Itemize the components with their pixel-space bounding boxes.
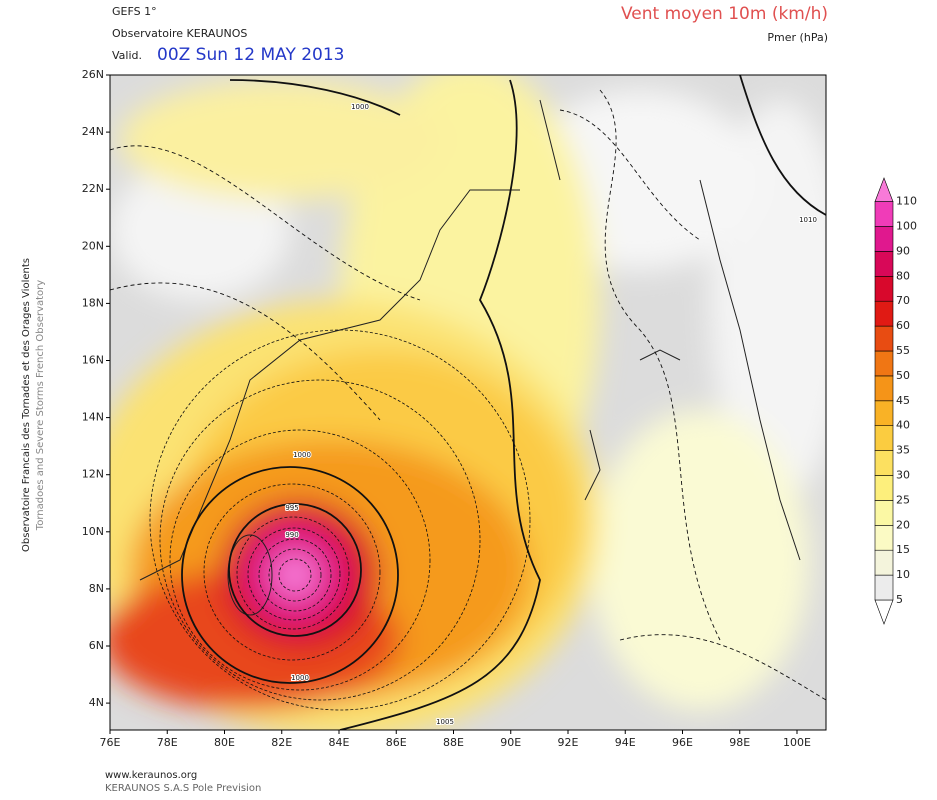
valid-label: Valid. [112, 49, 142, 62]
lat-label: 12N [82, 468, 104, 481]
lon-label: 90E [500, 736, 521, 749]
isobar-label: 1000 [351, 103, 369, 111]
lat-label: 14N [82, 411, 104, 424]
colorbar-label: 50 [896, 369, 910, 382]
colorbar-segment [874, 325, 894, 352]
colorbar-label: 110 [896, 195, 917, 208]
colorbar-label: 5 [896, 593, 903, 606]
colorbar-segment [874, 375, 894, 402]
lon-label: 78E [157, 736, 178, 749]
lon-label: 80E [214, 736, 235, 749]
lat-label: 22N [82, 182, 104, 195]
colorbar-segment [874, 350, 894, 377]
colorbar-bottom-tip [874, 599, 894, 625]
isobar-label: 1010 [799, 216, 817, 224]
colorbar-segment [874, 251, 894, 277]
colorbar-top-tip [874, 177, 894, 202]
isobar-label: 1000 [293, 451, 311, 459]
isobar-label: 1000 [291, 674, 309, 682]
colorbar-label: 100 [896, 220, 917, 233]
side-subtitle: Tornadoes and Severe Storms French Obser… [35, 280, 46, 531]
model-label: GEFS 1° [112, 5, 157, 18]
source-label: Observatoire KERAUNOS [112, 27, 247, 40]
colorbar-label: 70 [896, 294, 910, 307]
colorbar-segment [874, 574, 894, 601]
colorbar-segment [874, 300, 894, 327]
lon-label: 86E [386, 736, 407, 749]
colorbar-segment [874, 549, 894, 576]
colorbar-label: 15 [896, 543, 910, 556]
map-field [110, 75, 826, 730]
lon-label: 98E [729, 736, 750, 749]
isobar-label: 1005 [436, 718, 454, 726]
colorbar-segment [874, 475, 894, 501]
colorbar-segment [874, 425, 894, 451]
lon-label: 94E [615, 736, 636, 749]
lat-label: 6N [89, 639, 104, 652]
lat-label: 18N [82, 296, 104, 309]
colorbar-segment [874, 524, 894, 551]
colorbar-segment [874, 400, 894, 426]
isobar-label: 995 [285, 504, 298, 512]
lon-label: 100E [783, 736, 811, 749]
colorbar-label: 35 [896, 444, 910, 457]
colorbar-segment [874, 201, 894, 227]
lat-label: 24N [82, 125, 104, 138]
lat-label: 4N [89, 696, 104, 709]
colorbar-segment [874, 500, 894, 526]
colorbar-label: 60 [896, 319, 910, 332]
lon-label: 84E [329, 736, 350, 749]
field-title: Vent moyen 10m (km/h) [621, 4, 828, 24]
lon-label: 92E [558, 736, 579, 749]
isobar-label: 990 [285, 531, 298, 539]
lon-label: 88E [443, 736, 464, 749]
lat-label: 10N [82, 525, 104, 538]
lat-label: 8N [89, 582, 104, 595]
footer-url: www.keraunos.org [105, 770, 197, 781]
colorbar-label: 45 [896, 394, 910, 407]
colorbar-segment [874, 226, 894, 252]
colorbar-label: 25 [896, 493, 910, 506]
lon-label: 76E [100, 736, 121, 749]
footer-company: KERAUNOS S.A.S Pole Prevision [105, 783, 261, 794]
map-frame [109, 74, 827, 731]
colorbar-label: 10 [896, 568, 910, 581]
lon-label: 96E [672, 736, 693, 749]
colorbar-label: 90 [896, 244, 910, 257]
field2-title: Pmer (hPa) [767, 31, 828, 44]
side-title: Observatoire Francais des Tornades et de… [21, 258, 32, 552]
colorbar-label: 55 [896, 344, 910, 357]
colorbar-label: 40 [896, 419, 910, 432]
lat-label: 16N [82, 354, 104, 367]
colorbar-segment [874, 450, 894, 476]
valid-time: 00Z Sun 12 MAY 2013 [157, 45, 345, 65]
colorbar-label: 30 [896, 469, 910, 482]
colorbar-label: 20 [896, 518, 910, 531]
lon-label: 82E [271, 736, 292, 749]
colorbar-label: 80 [896, 269, 910, 282]
lat-label: 26N [82, 68, 104, 81]
colorbar-segment [874, 275, 894, 302]
lat-label: 20N [82, 239, 104, 252]
